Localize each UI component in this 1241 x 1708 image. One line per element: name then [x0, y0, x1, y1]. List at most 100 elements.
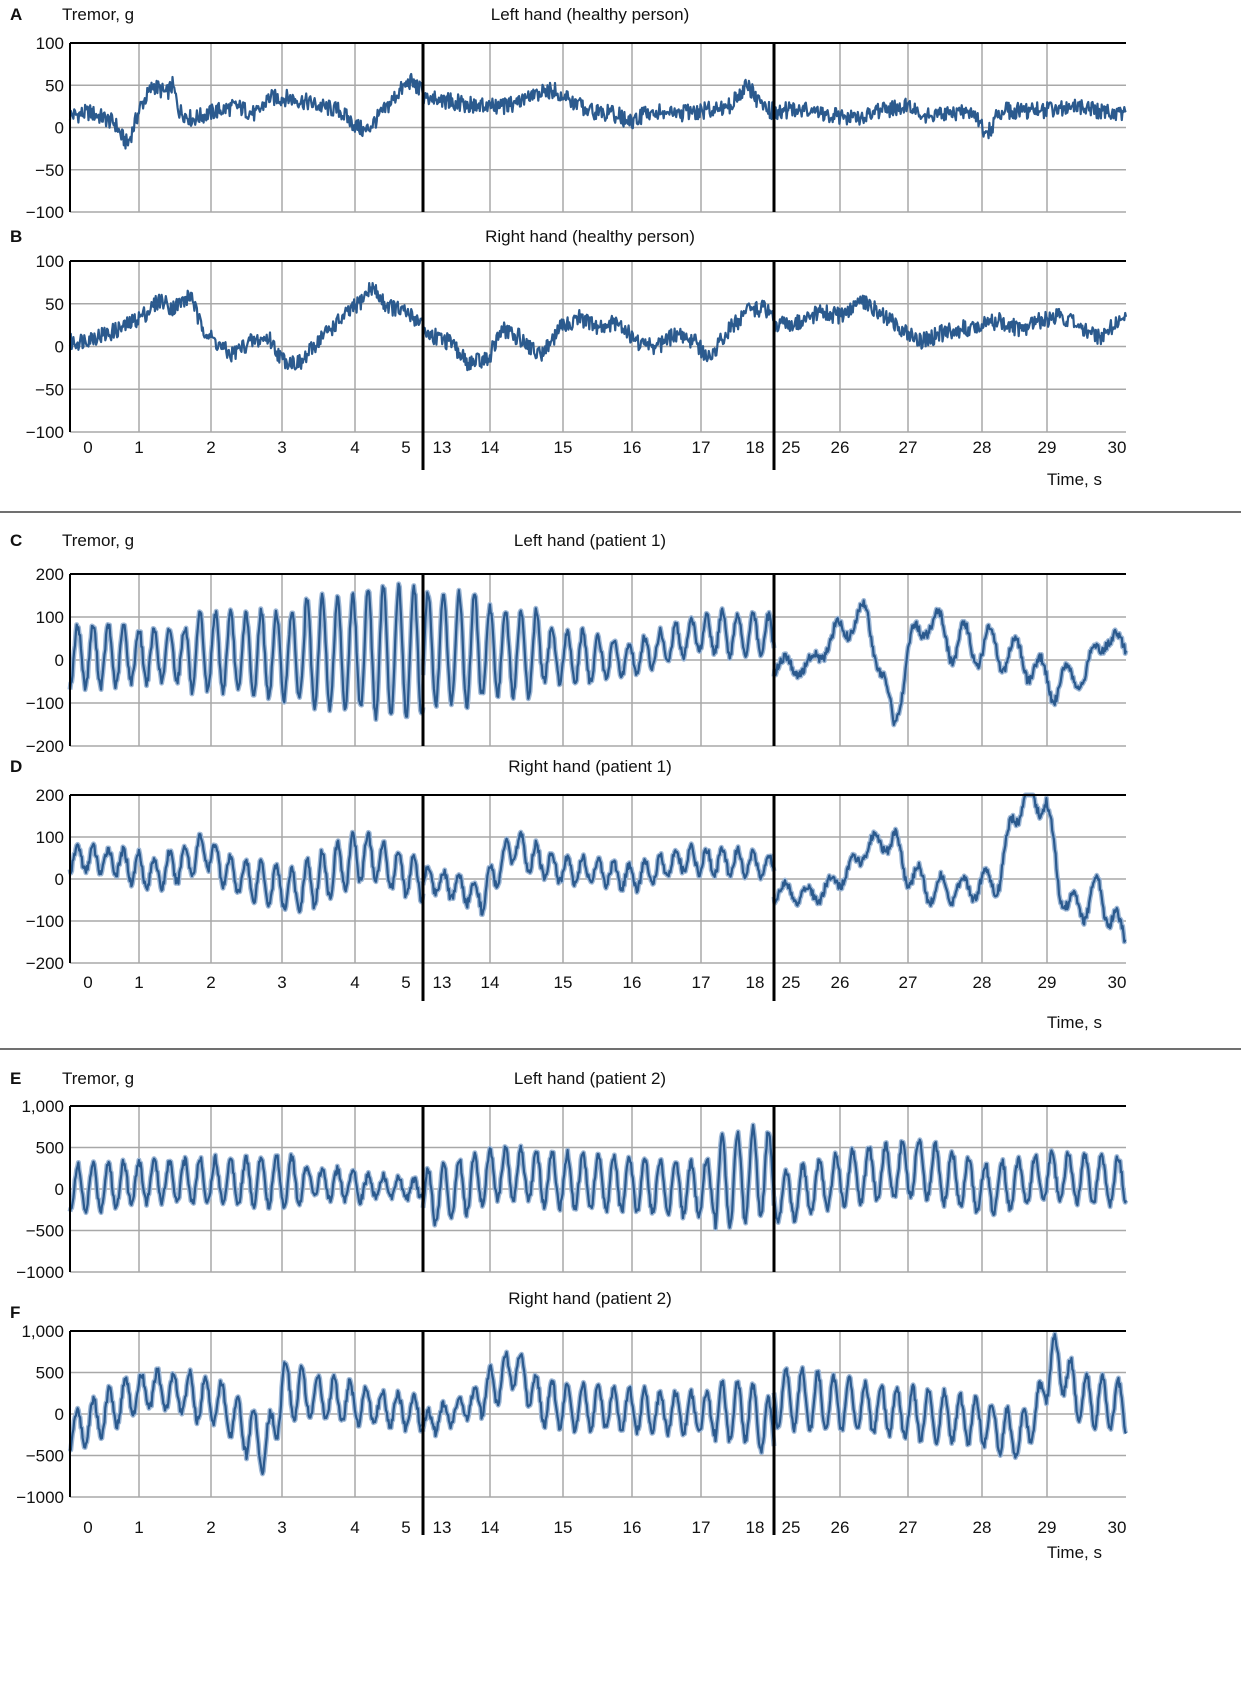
xtick-label-B-3: 3	[277, 438, 286, 457]
signal-trace-F-3	[772, 1333, 1127, 1459]
ytick-label-A-2: 0	[55, 119, 64, 138]
panel-title-B: Right hand (healthy person)	[485, 227, 695, 246]
signal-trace-B-2	[421, 299, 776, 372]
ytick-label-A-0: 100	[36, 34, 64, 53]
xtick-label-D-13: 26	[831, 973, 850, 992]
ytick-label-D-2: 0	[55, 870, 64, 889]
signal-trace-D-3	[772, 793, 1127, 943]
xtick-label-D-11: 18	[746, 973, 765, 992]
xtick-label-D-14: 27	[899, 973, 918, 992]
xtick-label-F-0: 0	[83, 1518, 92, 1537]
xtick-label-F-7: 14	[481, 1518, 500, 1537]
ytick-label-D-1: 100	[36, 828, 64, 847]
signal-halo-D-2	[420, 829, 777, 918]
ytick-label-E-0: 1,000	[21, 1097, 64, 1116]
xtick-label-B-2: 2	[206, 438, 215, 457]
ytick-label-F-3: −500	[26, 1447, 64, 1466]
xtick-label-D-16: 29	[1038, 973, 1057, 992]
ytick-label-B-0: 100	[36, 252, 64, 271]
ytick-label-E-4: −1000	[16, 1263, 64, 1282]
xtick-label-F-17: 30	[1108, 1518, 1127, 1537]
signal-trace-A-1	[68, 72, 425, 150]
xtick-label-B-4: 4	[350, 438, 359, 457]
xtick-label-F-10: 17	[692, 1518, 711, 1537]
ytick-label-C-3: −100	[26, 694, 64, 713]
y-axis-label-C: Tremor, g	[62, 531, 134, 550]
signal-trace-E-1	[68, 1153, 424, 1214]
ytick-label-D-3: −100	[26, 912, 64, 931]
xtick-label-D-7: 14	[481, 973, 500, 992]
xtick-label-D-8: 15	[554, 973, 573, 992]
xtick-label-F-12: 25	[782, 1518, 801, 1537]
signal-halo-D-3	[771, 792, 1128, 945]
xtick-label-B-16: 29	[1038, 438, 1057, 457]
signal-trace-D-2	[421, 831, 776, 916]
signal-trace-A-2	[421, 78, 776, 130]
xtick-label-F-1: 1	[134, 1518, 143, 1537]
signal-halo-F-3	[771, 1331, 1129, 1461]
y-axis-label-E: Tremor, g	[62, 1069, 134, 1088]
panel-title-A: Left hand (healthy person)	[491, 5, 689, 24]
xtick-label-B-17: 30	[1108, 438, 1127, 457]
xtick-label-D-1: 1	[134, 973, 143, 992]
ytick-label-E-1: 500	[36, 1139, 64, 1158]
xtick-label-F-16: 29	[1038, 1518, 1057, 1537]
signal-trace-C-2	[421, 589, 776, 709]
signal-trace-C-1	[68, 582, 425, 721]
signal-trace-B-1	[68, 282, 425, 371]
xtick-label-B-1: 1	[134, 438, 143, 457]
xtick-label-B-15: 28	[973, 438, 992, 457]
signal-trace-E-3	[772, 1138, 1128, 1224]
xtick-label-F-2: 2	[206, 1518, 215, 1537]
ytick-label-C-2: 0	[55, 651, 64, 670]
xtick-label-D-2: 2	[206, 973, 215, 992]
signal-trace-F-2	[421, 1350, 776, 1454]
xtick-label-B-10: 17	[692, 438, 711, 457]
xtick-label-B-12: 25	[782, 438, 801, 457]
ytick-label-D-4: −200	[26, 954, 64, 973]
xtick-label-D-0: 0	[83, 973, 92, 992]
panel-title-E: Left hand (patient 2)	[514, 1069, 666, 1088]
x-axis-label-F: Time, s	[1047, 1543, 1102, 1562]
xtick-label-F-6: 13	[433, 1518, 452, 1537]
panel-letter-F: F	[10, 1303, 20, 1322]
signal-trace-F-1	[69, 1361, 425, 1475]
xtick-label-B-13: 26	[831, 438, 850, 457]
xtick-label-D-6: 13	[433, 973, 452, 992]
ytick-label-B-2: 0	[55, 338, 64, 357]
ytick-label-C-1: 100	[36, 608, 64, 627]
signal-trace-C-3	[772, 599, 1128, 726]
xtick-label-D-10: 17	[692, 973, 711, 992]
ytick-label-B-3: −50	[35, 380, 64, 399]
xtick-label-F-8: 15	[554, 1518, 573, 1537]
ytick-label-B-4: −100	[26, 423, 64, 442]
xtick-label-B-8: 15	[554, 438, 573, 457]
xtick-label-F-4: 4	[350, 1518, 359, 1537]
ytick-label-B-1: 50	[45, 295, 64, 314]
xtick-label-D-5: 5	[401, 973, 410, 992]
ytick-label-A-3: −50	[35, 161, 64, 180]
xtick-label-B-9: 16	[623, 438, 642, 457]
panel-letter-E: E	[10, 1069, 21, 1088]
xtick-label-F-11: 18	[746, 1518, 765, 1537]
x-axis-label-D: Time, s	[1047, 1013, 1102, 1032]
xtick-label-D-4: 4	[350, 973, 359, 992]
xtick-label-D-17: 30	[1108, 973, 1127, 992]
x-axis-label-B: Time, s	[1047, 470, 1102, 489]
signal-trace-A-3	[773, 97, 1127, 140]
ytick-label-F-4: −1000	[16, 1488, 64, 1507]
xtick-label-D-3: 3	[277, 973, 286, 992]
xtick-label-B-5: 5	[401, 438, 410, 457]
panel-title-D: Right hand (patient 1)	[508, 757, 672, 776]
xtick-label-B-11: 18	[746, 438, 765, 457]
ytick-label-A-4: −100	[26, 203, 64, 222]
xtick-label-B-14: 27	[899, 438, 918, 457]
xtick-label-F-14: 27	[899, 1518, 918, 1537]
signal-trace-E-2	[421, 1123, 776, 1230]
ytick-label-C-4: −200	[26, 737, 64, 756]
ytick-label-F-0: 1,000	[21, 1322, 64, 1341]
panel-letter-B: B	[10, 227, 22, 246]
xtick-label-F-3: 3	[277, 1518, 286, 1537]
ytick-label-A-1: 50	[45, 76, 64, 95]
